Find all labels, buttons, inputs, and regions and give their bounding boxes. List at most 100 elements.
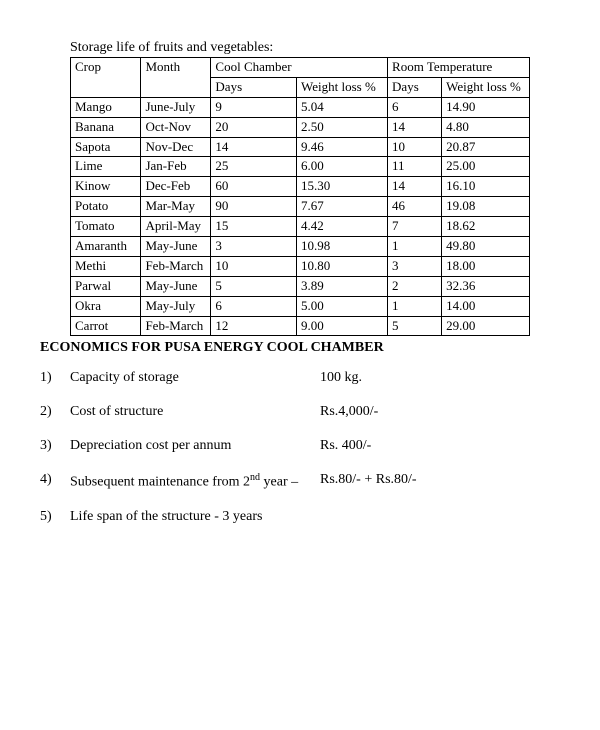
col-cool-chamber-header: Cool Chamber xyxy=(211,58,388,78)
economics-item-value: Rs.4,000/- xyxy=(320,404,560,420)
storage-life-table: Crop Month Cool Chamber Room Temperature… xyxy=(70,57,530,336)
table-cell: 25 xyxy=(211,157,297,177)
table-cell: 18.00 xyxy=(442,256,530,276)
economics-item-label: Depreciation cost per annum xyxy=(70,438,320,454)
table-cell: 14.00 xyxy=(442,296,530,316)
table-row: CarrotFeb-March129.00529.00 xyxy=(71,316,530,336)
table-cell: 3 xyxy=(388,256,442,276)
table-cell: 9 xyxy=(211,97,297,117)
economics-item-value: 100 kg. xyxy=(320,370,560,386)
table-cell: 2 xyxy=(388,276,442,296)
table-cell: May-June xyxy=(141,276,211,296)
table-cell: 10.98 xyxy=(297,237,388,257)
table-cell: 5 xyxy=(211,276,297,296)
economics-item: 1)Capacity of storage100 kg. xyxy=(40,370,560,386)
col-rt-days-header: Days xyxy=(388,77,442,97)
table-cell: Kinow xyxy=(71,177,141,197)
table-row: AmaranthMay-June310.98149.80 xyxy=(71,237,530,257)
table-cell: Methi xyxy=(71,256,141,276)
table-cell: Nov-Dec xyxy=(141,137,211,157)
table-cell: 18.62 xyxy=(442,217,530,237)
table-cell: Okra xyxy=(71,296,141,316)
col-crop-header: Crop xyxy=(71,58,141,98)
table-cell: 1 xyxy=(388,237,442,257)
table-cell: 4.80 xyxy=(442,117,530,137)
table-row: BananaOct-Nov202.50144.80 xyxy=(71,117,530,137)
economics-item: 2)Cost of structureRs.4,000/- xyxy=(40,404,560,420)
table-cell: 7.67 xyxy=(297,197,388,217)
table-cell: Feb-March xyxy=(141,316,211,336)
table-cell: 6.00 xyxy=(297,157,388,177)
table-cell: 46 xyxy=(388,197,442,217)
economics-item-label: Life span of the structure - 3 years xyxy=(70,509,320,525)
table-cell: 25.00 xyxy=(442,157,530,177)
economics-item-label: Subsequent maintenance from 2nd year – xyxy=(70,472,320,491)
economics-title: ECONOMICS FOR PUSA ENERGY COOL CHAMBER xyxy=(40,340,560,356)
table-cell: April-May xyxy=(141,217,211,237)
table-cell: 5 xyxy=(388,316,442,336)
table-cell: 9.46 xyxy=(297,137,388,157)
table-cell: 7 xyxy=(388,217,442,237)
table-cell: 10 xyxy=(388,137,442,157)
table-cell: 3 xyxy=(211,237,297,257)
table-row: TomatoApril-May154.42718.62 xyxy=(71,217,530,237)
economics-item-number: 3) xyxy=(40,438,70,454)
table-cell: 4.42 xyxy=(297,217,388,237)
table-cell: 19.08 xyxy=(442,197,530,217)
table-cell: 1 xyxy=(388,296,442,316)
economics-item: 5)Life span of the structure - 3 years xyxy=(40,509,560,525)
table-cell: 14.90 xyxy=(442,97,530,117)
table-cell: 15 xyxy=(211,217,297,237)
table-cell: 2.50 xyxy=(297,117,388,137)
table-cell: Feb-March xyxy=(141,256,211,276)
table-cell: 60 xyxy=(211,177,297,197)
col-cc-wt-header: Weight loss % xyxy=(297,77,388,97)
table-cell: 15.30 xyxy=(297,177,388,197)
table-cell: 16.10 xyxy=(442,177,530,197)
economics-item-label: Cost of structure xyxy=(70,404,320,420)
table-cell: Banana xyxy=(71,117,141,137)
table-caption: Storage life of fruits and vegetables: xyxy=(70,40,560,56)
col-rt-wt-header: Weight loss % xyxy=(442,77,530,97)
table-row: SapotaNov-Dec149.461020.87 xyxy=(71,137,530,157)
table-cell: Parwal xyxy=(71,276,141,296)
table-cell: Oct-Nov xyxy=(141,117,211,137)
table-cell: Lime xyxy=(71,157,141,177)
table-cell: 6 xyxy=(388,97,442,117)
economics-item-value xyxy=(320,509,560,525)
economics-item: 4)Subsequent maintenance from 2nd year –… xyxy=(40,472,560,491)
table-cell: Mar-May xyxy=(141,197,211,217)
economics-item-number: 2) xyxy=(40,404,70,420)
table-cell: 29.00 xyxy=(442,316,530,336)
table-cell: Tomato xyxy=(71,217,141,237)
table-cell: 14 xyxy=(388,117,442,137)
table-cell: Mango xyxy=(71,97,141,117)
table-cell: 20 xyxy=(211,117,297,137)
economics-item-number: 5) xyxy=(40,509,70,525)
table-cell: May-June xyxy=(141,237,211,257)
economics-item-label: Capacity of storage xyxy=(70,370,320,386)
table-cell: 10.80 xyxy=(297,256,388,276)
table-row: KinowDec-Feb6015.301416.10 xyxy=(71,177,530,197)
table-cell: 5.04 xyxy=(297,97,388,117)
economics-list: 1)Capacity of storage100 kg. 2)Cost of st… xyxy=(40,370,560,525)
table-cell: 49.80 xyxy=(442,237,530,257)
table-cell: 12 xyxy=(211,316,297,336)
economics-item-number: 4) xyxy=(40,472,70,491)
table-cell: May-July xyxy=(141,296,211,316)
table-cell: Amaranth xyxy=(71,237,141,257)
economics-item: 3)Depreciation cost per annumRs. 400/- xyxy=(40,438,560,454)
table-cell: Sapota xyxy=(71,137,141,157)
table-row: ParwalMay-June53.89232.36 xyxy=(71,276,530,296)
table-cell: 5.00 xyxy=(297,296,388,316)
table-cell: Dec-Feb xyxy=(141,177,211,197)
economics-item-value: Rs. 400/- xyxy=(320,438,560,454)
table-cell: 9.00 xyxy=(297,316,388,336)
table-cell: Jan-Feb xyxy=(141,157,211,177)
table-cell: Carrot xyxy=(71,316,141,336)
table-cell: Potato xyxy=(71,197,141,217)
table-cell: 6 xyxy=(211,296,297,316)
table-row: PotatoMar-May907.674619.08 xyxy=(71,197,530,217)
table-row: MethiFeb-March1010.80318.00 xyxy=(71,256,530,276)
table-row: LimeJan-Feb256.001125.00 xyxy=(71,157,530,177)
